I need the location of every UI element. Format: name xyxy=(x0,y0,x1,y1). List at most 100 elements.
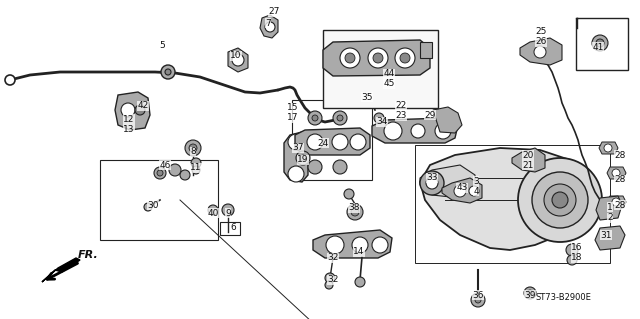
Text: 19: 19 xyxy=(297,155,308,165)
Text: 12: 12 xyxy=(124,115,134,123)
Circle shape xyxy=(135,105,145,115)
Text: 5: 5 xyxy=(159,41,165,50)
Circle shape xyxy=(368,48,388,68)
Text: 22: 22 xyxy=(396,101,406,110)
Circle shape xyxy=(567,255,577,265)
Polygon shape xyxy=(442,178,482,203)
Polygon shape xyxy=(596,196,622,220)
Circle shape xyxy=(180,170,190,180)
Text: 7: 7 xyxy=(265,19,271,27)
Text: 3: 3 xyxy=(473,176,479,186)
Polygon shape xyxy=(260,15,278,38)
Text: 15: 15 xyxy=(287,103,299,113)
Polygon shape xyxy=(607,167,626,179)
Circle shape xyxy=(325,273,335,283)
Polygon shape xyxy=(595,226,625,250)
Circle shape xyxy=(308,111,322,125)
Text: 30: 30 xyxy=(147,201,159,210)
Circle shape xyxy=(351,208,359,216)
Text: 23: 23 xyxy=(396,112,406,121)
Text: 28: 28 xyxy=(614,201,626,210)
Circle shape xyxy=(604,144,612,152)
Circle shape xyxy=(185,140,201,156)
Circle shape xyxy=(534,46,546,58)
Circle shape xyxy=(532,172,588,228)
Circle shape xyxy=(121,103,135,117)
Circle shape xyxy=(325,281,333,289)
Polygon shape xyxy=(512,148,545,172)
Circle shape xyxy=(232,54,244,66)
Text: 27: 27 xyxy=(268,8,280,17)
Text: 1: 1 xyxy=(607,203,613,211)
Polygon shape xyxy=(420,148,585,250)
Circle shape xyxy=(475,297,481,303)
Circle shape xyxy=(395,48,415,68)
Text: 24: 24 xyxy=(317,138,328,147)
Circle shape xyxy=(332,134,348,150)
Bar xyxy=(415,145,610,263)
Bar xyxy=(100,160,218,240)
Circle shape xyxy=(288,134,304,150)
Circle shape xyxy=(337,115,343,121)
Circle shape xyxy=(326,236,344,254)
Circle shape xyxy=(372,237,388,253)
Circle shape xyxy=(469,186,479,196)
Circle shape xyxy=(592,35,608,51)
Bar xyxy=(576,18,628,70)
Text: 44: 44 xyxy=(383,70,395,78)
Text: 43: 43 xyxy=(456,183,468,192)
Text: 6: 6 xyxy=(230,224,236,233)
Circle shape xyxy=(420,171,444,195)
Circle shape xyxy=(333,160,347,174)
Polygon shape xyxy=(607,196,626,208)
Polygon shape xyxy=(42,258,80,282)
Text: 20: 20 xyxy=(522,151,534,160)
Circle shape xyxy=(333,111,347,125)
Text: 11: 11 xyxy=(190,164,202,173)
Polygon shape xyxy=(323,40,430,76)
Bar xyxy=(323,30,438,108)
Text: 16: 16 xyxy=(572,243,583,253)
Circle shape xyxy=(169,164,181,176)
Circle shape xyxy=(552,192,568,208)
Text: 37: 37 xyxy=(292,144,304,152)
Text: 21: 21 xyxy=(522,160,534,169)
Polygon shape xyxy=(284,132,308,182)
Circle shape xyxy=(222,204,234,216)
Circle shape xyxy=(265,22,275,32)
Text: 39: 39 xyxy=(524,291,536,300)
Text: 35: 35 xyxy=(361,93,372,101)
Circle shape xyxy=(400,53,410,63)
Text: 45: 45 xyxy=(383,79,395,88)
Circle shape xyxy=(144,203,152,211)
Circle shape xyxy=(208,205,218,215)
Polygon shape xyxy=(433,107,462,133)
Polygon shape xyxy=(520,38,562,65)
Circle shape xyxy=(426,177,438,189)
Text: 26: 26 xyxy=(535,38,547,47)
Circle shape xyxy=(347,204,363,220)
Circle shape xyxy=(374,113,384,123)
Circle shape xyxy=(544,184,576,216)
Circle shape xyxy=(384,122,402,140)
Circle shape xyxy=(157,170,163,176)
Text: 28: 28 xyxy=(614,151,626,160)
Circle shape xyxy=(527,290,533,296)
Text: 9: 9 xyxy=(225,209,231,218)
Circle shape xyxy=(471,293,485,307)
Circle shape xyxy=(308,160,322,174)
Circle shape xyxy=(340,48,360,68)
Circle shape xyxy=(154,167,166,179)
Text: 4: 4 xyxy=(473,187,479,196)
Circle shape xyxy=(612,169,620,177)
Circle shape xyxy=(524,287,536,299)
Polygon shape xyxy=(295,128,370,155)
Circle shape xyxy=(596,39,604,47)
Circle shape xyxy=(300,155,306,161)
Polygon shape xyxy=(599,142,618,154)
Text: 38: 38 xyxy=(348,204,360,212)
Text: 32: 32 xyxy=(327,276,339,285)
Text: 34: 34 xyxy=(376,117,388,127)
Circle shape xyxy=(192,166,200,174)
Circle shape xyxy=(288,166,304,182)
